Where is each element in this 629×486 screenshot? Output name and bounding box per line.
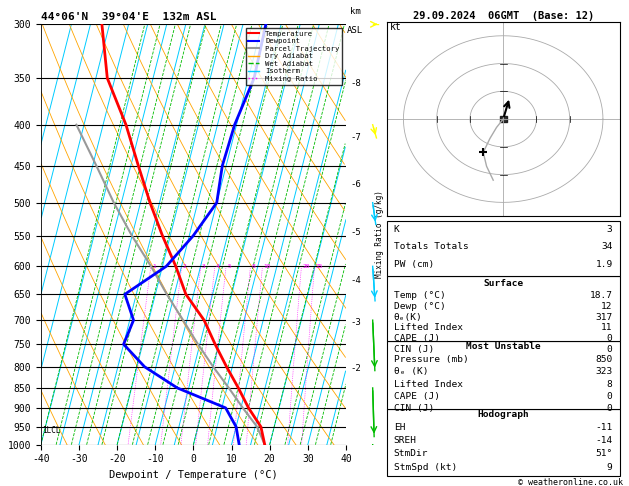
Text: 8: 8 xyxy=(252,264,255,269)
Text: 4: 4 xyxy=(216,264,220,269)
Text: Totals Totals: Totals Totals xyxy=(394,243,469,251)
Bar xyxy=(387,276,620,341)
Text: 18.7: 18.7 xyxy=(589,291,613,300)
Text: -4: -4 xyxy=(350,276,361,285)
Text: -7: -7 xyxy=(350,133,361,142)
Text: -8: -8 xyxy=(350,79,361,87)
Text: Lifted Index: Lifted Index xyxy=(394,324,463,332)
Y-axis label: hPa: hPa xyxy=(0,226,2,243)
Title: 29.09.2024  06GMT  (Base: 12): 29.09.2024 06GMT (Base: 12) xyxy=(413,11,594,21)
Text: CIN (J): CIN (J) xyxy=(394,404,434,413)
Text: 2: 2 xyxy=(183,264,187,269)
Legend: Temperature, Dewpoint, Parcel Trajectory, Dry Adiabat, Wet Adiabat, Isotherm, Mi: Temperature, Dewpoint, Parcel Trajectory… xyxy=(245,28,342,85)
Text: -2: -2 xyxy=(350,364,361,373)
Text: ASL: ASL xyxy=(347,26,364,35)
Text: Temp (°C): Temp (°C) xyxy=(394,291,445,300)
Text: 0: 0 xyxy=(607,345,613,354)
Text: 0: 0 xyxy=(607,404,613,413)
Text: CAPE (J): CAPE (J) xyxy=(394,392,440,401)
Text: -3: -3 xyxy=(350,318,361,327)
Text: 51°: 51° xyxy=(595,449,613,458)
Text: Pressure (mb): Pressure (mb) xyxy=(394,355,469,364)
Text: Hodograph: Hodograph xyxy=(477,410,529,419)
Text: 25: 25 xyxy=(316,264,323,269)
Text: 10: 10 xyxy=(264,264,271,269)
Text: 9: 9 xyxy=(607,463,613,471)
Bar xyxy=(387,341,620,409)
Bar xyxy=(387,409,620,476)
Text: km: km xyxy=(350,7,361,16)
Text: 0: 0 xyxy=(607,334,613,343)
Text: 1: 1 xyxy=(152,264,156,269)
Text: 11: 11 xyxy=(601,324,613,332)
Text: PW (cm): PW (cm) xyxy=(394,260,434,269)
Text: 323: 323 xyxy=(595,367,613,376)
Bar xyxy=(387,221,620,276)
Text: 34: 34 xyxy=(601,243,613,251)
Text: K: K xyxy=(394,225,399,234)
Text: θₑ (K): θₑ (K) xyxy=(394,367,428,376)
Text: 20: 20 xyxy=(303,264,310,269)
Text: -14: -14 xyxy=(595,436,613,445)
Text: Lifted Index: Lifted Index xyxy=(394,380,463,389)
Text: 3: 3 xyxy=(607,225,613,234)
Text: EH: EH xyxy=(394,423,405,432)
Text: 317: 317 xyxy=(595,312,613,322)
Text: -6: -6 xyxy=(350,180,361,189)
Text: SREH: SREH xyxy=(394,436,417,445)
Text: 44°06'N  39°04'E  132m ASL: 44°06'N 39°04'E 132m ASL xyxy=(41,12,216,22)
Text: 850: 850 xyxy=(595,355,613,364)
Text: 1.9: 1.9 xyxy=(595,260,613,269)
Text: StmDir: StmDir xyxy=(394,449,428,458)
Text: 5: 5 xyxy=(227,264,231,269)
Text: CIN (J): CIN (J) xyxy=(394,345,434,354)
Text: 0: 0 xyxy=(607,392,613,401)
Text: StmSpd (kt): StmSpd (kt) xyxy=(394,463,457,471)
X-axis label: Dewpoint / Temperature (°C): Dewpoint / Temperature (°C) xyxy=(109,470,278,480)
Text: 1LCL: 1LCL xyxy=(42,426,60,435)
Text: 8: 8 xyxy=(607,380,613,389)
Text: Most Unstable: Most Unstable xyxy=(466,342,540,351)
Text: Surface: Surface xyxy=(483,278,523,288)
Text: -5: -5 xyxy=(350,228,361,237)
Text: 3: 3 xyxy=(202,264,206,269)
Text: Dewp (°C): Dewp (°C) xyxy=(394,302,445,311)
Text: θₑ(K): θₑ(K) xyxy=(394,312,423,322)
Text: CAPE (J): CAPE (J) xyxy=(394,334,440,343)
Text: kt: kt xyxy=(390,22,402,32)
Text: -11: -11 xyxy=(595,423,613,432)
Text: 12: 12 xyxy=(601,302,613,311)
Text: © weatheronline.co.uk: © weatheronline.co.uk xyxy=(518,478,623,486)
Text: Mixing Ratio (g/kg): Mixing Ratio (g/kg) xyxy=(376,191,384,278)
